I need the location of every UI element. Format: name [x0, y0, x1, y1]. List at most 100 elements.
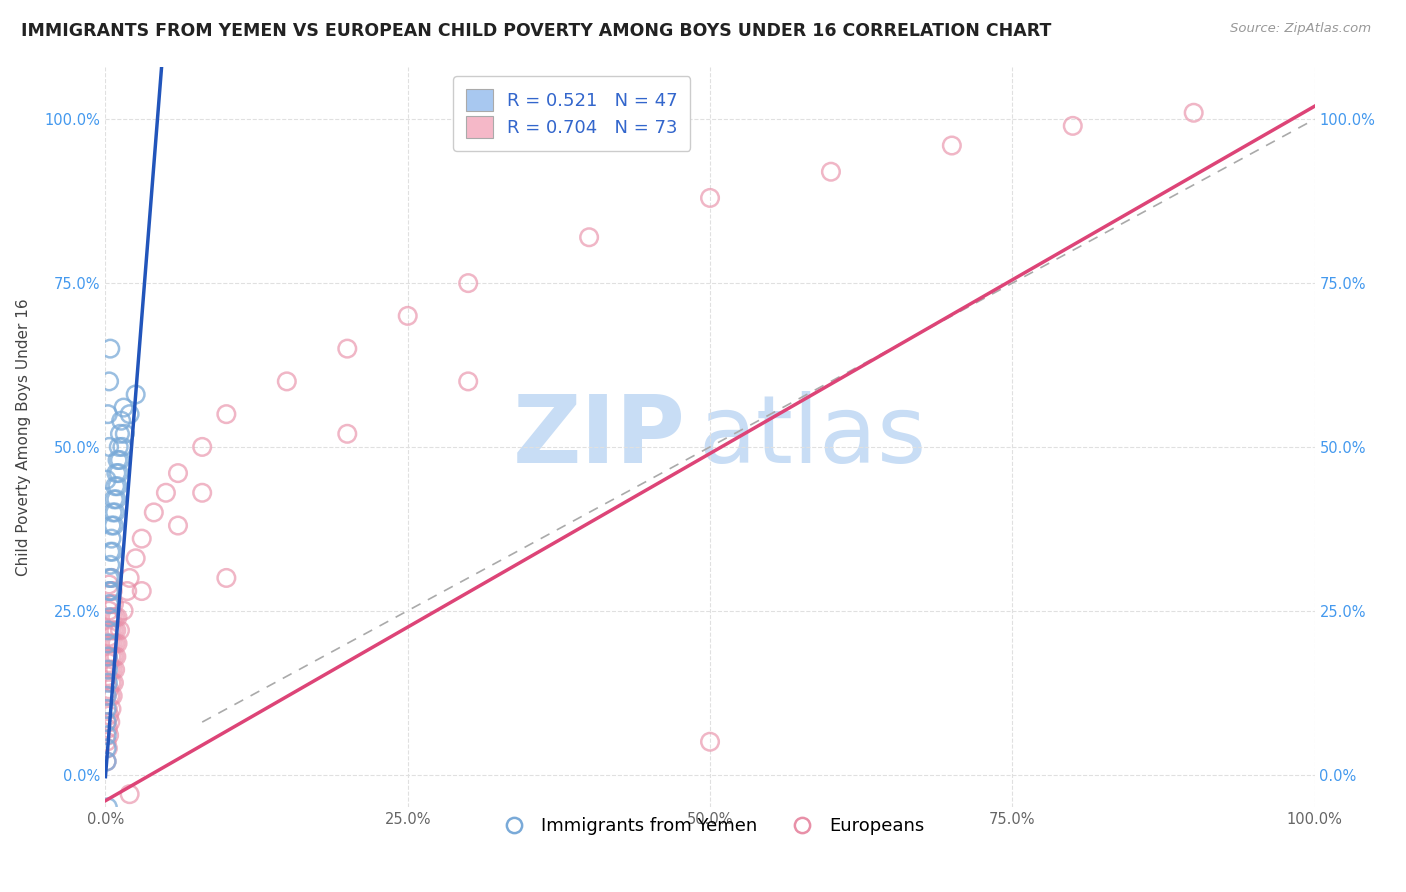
- Point: [97, 624, 120, 638]
- Point: [105, 466, 128, 480]
- Point: [98, 715, 121, 730]
- Point: [103, 597, 125, 611]
- Point: [101, 636, 124, 650]
- Point: [98, 728, 121, 742]
- Point: [97, 636, 120, 650]
- Point: [100, 597, 122, 611]
- Point: [98, 708, 121, 723]
- Point: [104, 479, 127, 493]
- Point: [98, 584, 121, 599]
- Point: [96, 473, 118, 487]
- Point: [96, 689, 118, 703]
- Point: [98, 597, 121, 611]
- Point: [98, 558, 121, 572]
- Point: [98, 682, 121, 697]
- Point: [108, 624, 131, 638]
- Point: [98, 577, 121, 591]
- Point: [104, 636, 127, 650]
- Point: [118, 571, 141, 585]
- Point: [142, 505, 165, 519]
- Point: [111, 440, 134, 454]
- Point: [118, 787, 141, 801]
- Point: [105, 649, 128, 664]
- Point: [107, 466, 129, 480]
- Point: [101, 610, 124, 624]
- Point: [105, 624, 128, 638]
- Point: [108, 453, 131, 467]
- Point: [115, 584, 138, 599]
- Point: [96, 715, 118, 730]
- Point: [98, 689, 121, 703]
- Point: [98, 610, 121, 624]
- Point: [167, 466, 190, 480]
- Point: [1182, 105, 1205, 120]
- Point: [699, 735, 721, 749]
- Point: [100, 571, 122, 585]
- Point: [97, 741, 120, 756]
- Point: [98, 584, 121, 599]
- Point: [100, 571, 122, 585]
- Point: [457, 276, 479, 290]
- Point: [107, 440, 129, 454]
- Point: [101, 545, 124, 559]
- Point: [191, 440, 214, 454]
- Point: [100, 649, 122, 664]
- Point: [100, 702, 122, 716]
- Point: [1062, 119, 1084, 133]
- Y-axis label: Child Poverty Among Boys Under 16: Child Poverty Among Boys Under 16: [15, 298, 31, 576]
- Point: [131, 584, 153, 599]
- Point: [118, 407, 141, 421]
- Point: [100, 675, 122, 690]
- Point: [98, 636, 121, 650]
- Point: [104, 610, 127, 624]
- Point: [107, 453, 129, 467]
- Point: [107, 479, 129, 493]
- Point: [98, 610, 121, 624]
- Point: [98, 440, 121, 454]
- Point: [96, 689, 118, 703]
- Point: [97, 663, 120, 677]
- Point: [98, 604, 121, 618]
- Point: [215, 407, 238, 421]
- Point: [396, 309, 419, 323]
- Point: [97, 407, 120, 421]
- Legend: Immigrants from Yemen, Europeans: Immigrants from Yemen, Europeans: [488, 810, 932, 843]
- Point: [100, 532, 122, 546]
- Text: IMMIGRANTS FROM YEMEN VS EUROPEAN CHILD POVERTY AMONG BOYS UNDER 16 CORRELATION : IMMIGRANTS FROM YEMEN VS EUROPEAN CHILD …: [21, 22, 1052, 40]
- Point: [96, 702, 118, 716]
- Point: [105, 492, 128, 507]
- Point: [167, 518, 190, 533]
- Point: [101, 663, 124, 677]
- Point: [96, 728, 118, 742]
- Point: [96, 735, 118, 749]
- Point: [104, 505, 127, 519]
- Point: [112, 401, 135, 415]
- Point: [101, 689, 124, 703]
- Text: ZIP: ZIP: [513, 391, 686, 483]
- Point: [98, 342, 121, 356]
- Point: [103, 518, 125, 533]
- Point: [336, 426, 359, 441]
- Point: [820, 165, 842, 179]
- Point: [699, 191, 721, 205]
- Point: [98, 630, 121, 644]
- Point: [97, 722, 120, 736]
- Point: [578, 230, 600, 244]
- Point: [131, 532, 153, 546]
- Point: [124, 551, 148, 566]
- Point: [108, 426, 131, 441]
- Point: [97, 649, 120, 664]
- Point: [112, 604, 135, 618]
- Point: [98, 663, 121, 677]
- Point: [100, 624, 122, 638]
- Point: [96, 755, 118, 769]
- Point: [97, 649, 120, 664]
- Point: [97, 702, 120, 716]
- Point: [100, 518, 122, 533]
- Point: [191, 485, 214, 500]
- Point: [276, 375, 298, 389]
- Point: [941, 138, 963, 153]
- Point: [96, 715, 118, 730]
- Point: [97, 675, 120, 690]
- Point: [98, 545, 121, 559]
